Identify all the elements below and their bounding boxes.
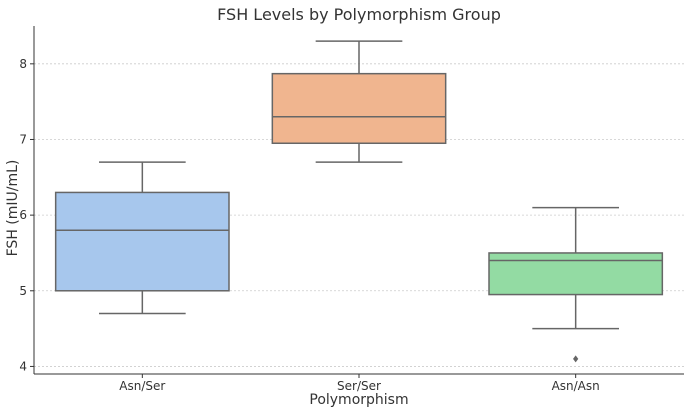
x-tick-label: Asn/Ser: [119, 379, 165, 393]
outlier-point: [573, 355, 579, 363]
chart-title: FSH Levels by Polymorphism Group: [217, 5, 501, 24]
y-tick-label: 4: [19, 359, 27, 373]
y-tick-label: 5: [19, 284, 27, 298]
box-asn-asn: [488, 206, 664, 363]
tick-labels: 4 5 6 7 8 Asn/Ser Ser/Ser Asn/Asn: [19, 57, 599, 393]
y-tick-label: 6: [19, 208, 27, 222]
y-tick-label: 8: [19, 57, 27, 71]
y-tick-label: 7: [19, 132, 27, 146]
x-tick-label: Ser/Ser: [337, 379, 381, 393]
box-asn-ser: [54, 161, 230, 315]
iqr-box: [271, 72, 447, 145]
iqr-box: [488, 252, 664, 296]
y-axis-label: FSH (mIU/mL): [5, 160, 21, 257]
box-ser-ser: [271, 40, 447, 163]
iqr-box: [54, 191, 230, 292]
boxes-layer: [54, 40, 664, 363]
x-tick-label: Asn/Asn: [552, 379, 600, 393]
x-axis-label: Polymorphism: [309, 392, 408, 408]
